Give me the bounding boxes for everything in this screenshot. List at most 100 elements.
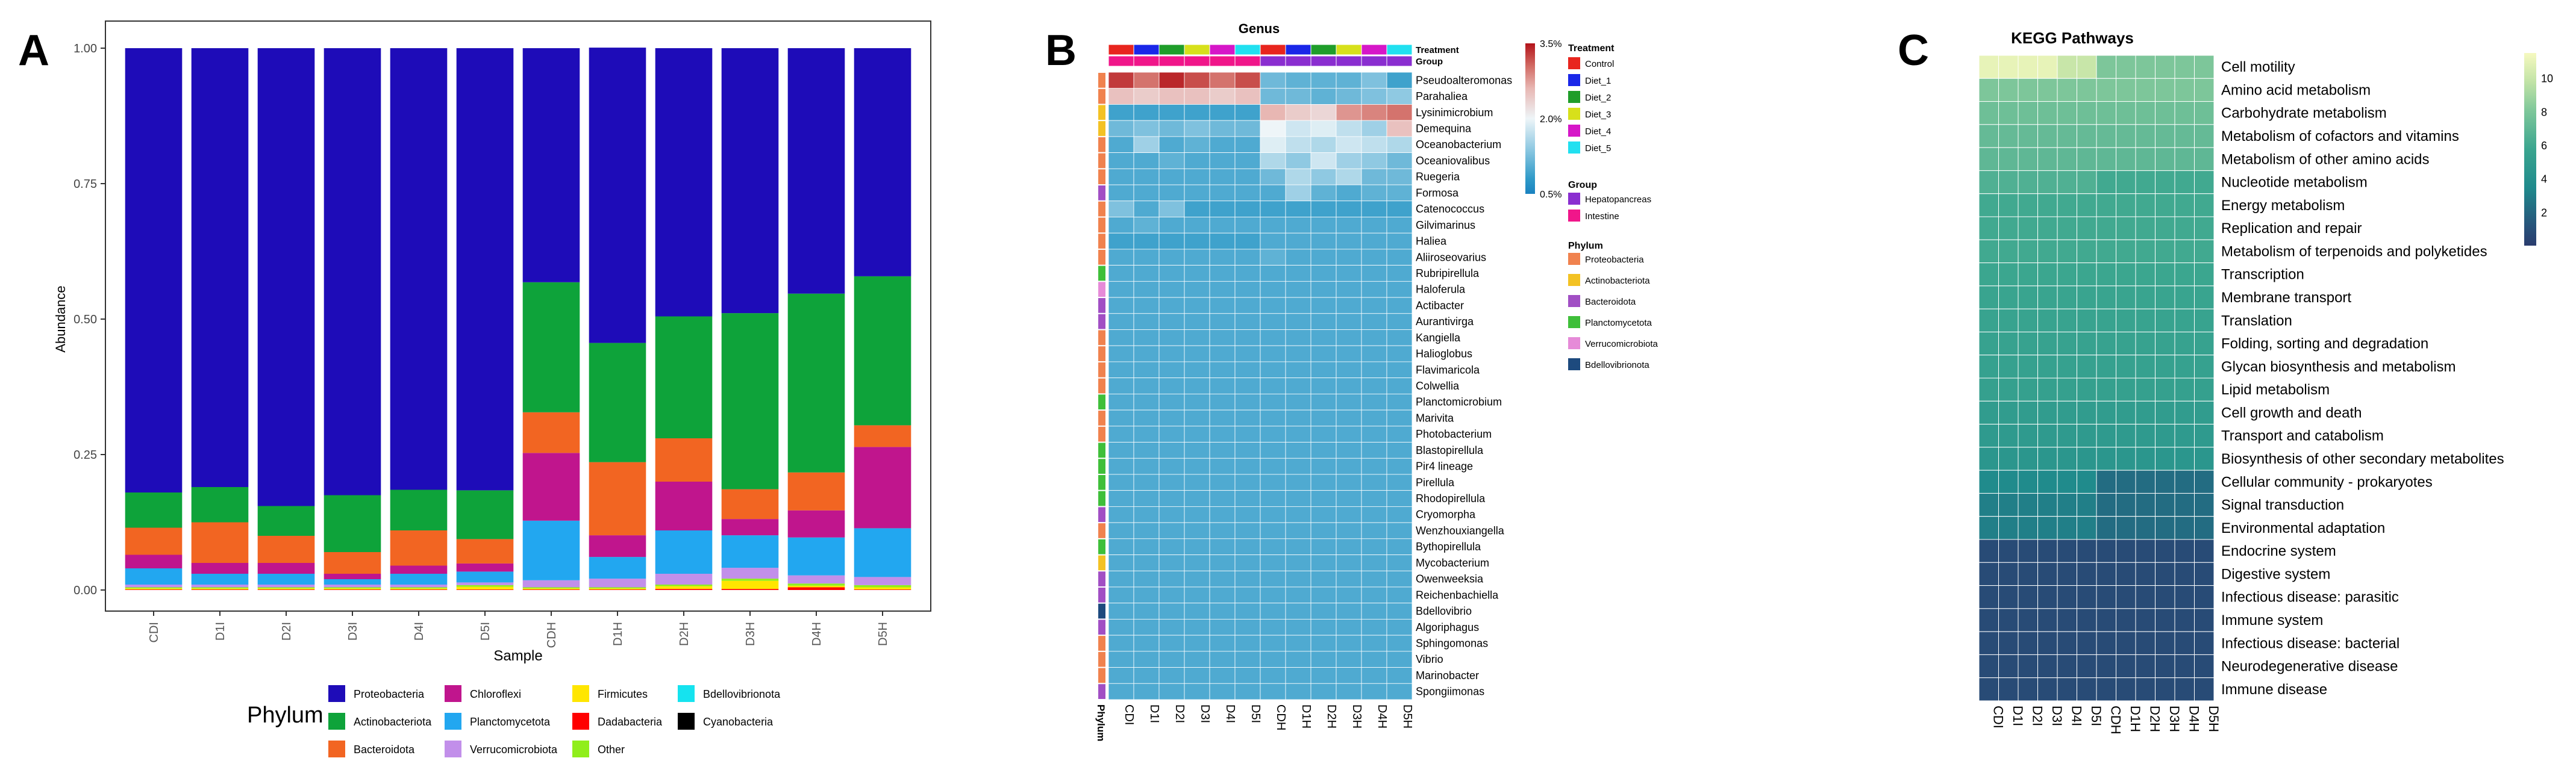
heatmap-cell — [1361, 120, 1387, 137]
legend-treatment-label: Diet_1 — [1585, 76, 1611, 86]
heatmap-cell — [1133, 442, 1160, 459]
group-annotation-cell — [1386, 55, 1413, 67]
heatmap-cell — [1285, 168, 1311, 185]
heatmap-cell — [1336, 651, 1362, 668]
heatmap-cell — [1234, 361, 1261, 379]
heatmap-cell — [1336, 72, 1362, 89]
heatmap-cell — [2018, 193, 2038, 217]
heatmap-cell — [1133, 490, 1160, 507]
heatmap-cell — [2096, 631, 2116, 655]
heatmap-cell — [2037, 170, 2058, 194]
heatmap-cell — [1285, 667, 1311, 684]
bar-segment-actinobacteriota — [324, 495, 381, 552]
phylum-annotation-cell — [1098, 314, 1105, 329]
heatmap-cell — [1234, 249, 1261, 266]
heatmap-cell — [1310, 474, 1337, 491]
heatmap-cell — [1386, 232, 1413, 250]
heatmap-cell — [2018, 124, 2038, 148]
y-tick-label: 0.00 — [73, 584, 97, 597]
heatmap-cell — [1336, 458, 1362, 475]
bar-segment-verrucomicrobiota — [257, 585, 315, 588]
heatmap-cell — [2096, 239, 2116, 264]
phylum-annotation-cell — [1098, 105, 1105, 120]
treatment-annotation-cell — [1386, 44, 1413, 55]
heatmap-cell — [1260, 104, 1286, 121]
heatmap-cell — [1386, 619, 1413, 636]
genus-row-label: Vibrio — [1416, 653, 1443, 665]
heatmap-cell — [1133, 603, 1160, 620]
heatmap-cell — [1108, 88, 1134, 105]
heatmap-cell — [1361, 136, 1387, 153]
heatmap-cell — [1285, 586, 1311, 604]
phylum-annotation-cell — [1098, 137, 1105, 152]
heatmap-cell — [1386, 393, 1413, 411]
heatmap-cell — [1386, 522, 1413, 539]
heatmap-cell — [1108, 683, 1134, 700]
heatmap-cell — [1386, 426, 1413, 443]
heatmap-cell — [1260, 281, 1286, 298]
heatmap-cell — [1310, 120, 1337, 137]
bar-segment-firmicutes — [655, 586, 713, 589]
heatmap-cell — [1310, 329, 1337, 346]
heatmap-cell — [1336, 297, 1362, 314]
heatmap-cell — [1184, 474, 1210, 491]
heatmap-cell — [2077, 492, 2097, 517]
heatmap-cell — [1386, 458, 1413, 475]
heatmap-cell — [1234, 168, 1261, 185]
bar-segment-other — [655, 585, 713, 586]
heatmap-cell — [1234, 538, 1261, 555]
heatmap-cell — [1361, 522, 1387, 539]
heatmap-cell — [1209, 168, 1236, 185]
heatmap-cell — [1158, 249, 1185, 266]
heatmap-cell — [2096, 216, 2116, 240]
legend-treatment-title: Treatment — [1568, 43, 1615, 54]
heatmap-cell — [1386, 586, 1413, 604]
heatmap-cell — [2096, 608, 2116, 632]
heatmap-cell — [1108, 506, 1134, 523]
heatmap-cell — [1184, 104, 1210, 121]
heatmap-cell — [1108, 136, 1134, 153]
genus-row-label: Sphingomonas — [1416, 637, 1488, 649]
genus-row-label: Kangiella — [1416, 332, 1461, 344]
heatmap-cell — [1184, 619, 1210, 636]
bar-segment-verrucomicrobiota — [191, 585, 249, 588]
heatmap-cell — [1209, 104, 1236, 121]
kegg-row-label: Cell motility — [2221, 59, 2295, 75]
heatmap-cell — [1978, 55, 1999, 79]
heatmap-cell — [1209, 232, 1236, 250]
heatmap-cell — [2174, 492, 2195, 517]
heatmap-cell — [2155, 55, 2175, 79]
bar-segment-chloroflexi — [655, 482, 713, 530]
heatmap-cell — [1209, 570, 1236, 588]
heatmap-cell — [2096, 101, 2116, 125]
heatmap-cell — [1133, 200, 1160, 217]
heatmap-cell — [1336, 152, 1362, 169]
kegg-row-label: Metabolism of terpenoids and polyketides — [2221, 243, 2487, 259]
heatmap-cell — [1260, 297, 1286, 314]
heatmap-cell — [2174, 562, 2195, 586]
heatmap-cell — [2116, 147, 2136, 171]
heatmap-cell — [2018, 147, 2038, 171]
heatmap-cell — [1285, 152, 1311, 169]
kegg-row-label: Biosynthesis of other secondary metaboli… — [2221, 451, 2504, 467]
heatmap-cell — [1310, 554, 1337, 571]
bar-segment-verrucomicrobiota — [721, 568, 779, 579]
heatmap-cell — [2116, 654, 2136, 679]
genus-row-label: Demequina — [1416, 123, 1472, 135]
heatmap-cell — [1978, 377, 1999, 402]
heatmap-cell — [2077, 55, 2097, 79]
heatmap-cell — [1184, 490, 1210, 507]
legend-phylum-label: Verrucomicrobiota — [1585, 339, 1658, 349]
heatmap-cell — [1998, 539, 2019, 563]
bar-segment-bacteroidota — [324, 552, 381, 574]
kegg-row-label: Folding, sorting and degradation — [2221, 336, 2428, 352]
heatmap-cell — [1260, 442, 1286, 459]
heatmap-cell — [1133, 104, 1160, 121]
bar-segment-bacteroidota — [257, 536, 315, 563]
heatmap-cell — [2077, 516, 2097, 540]
phylum-annotation-cell — [1098, 121, 1105, 136]
heatmap-c-title: KEGG Pathways — [2011, 29, 2134, 47]
heatmap-cell — [1361, 281, 1387, 298]
